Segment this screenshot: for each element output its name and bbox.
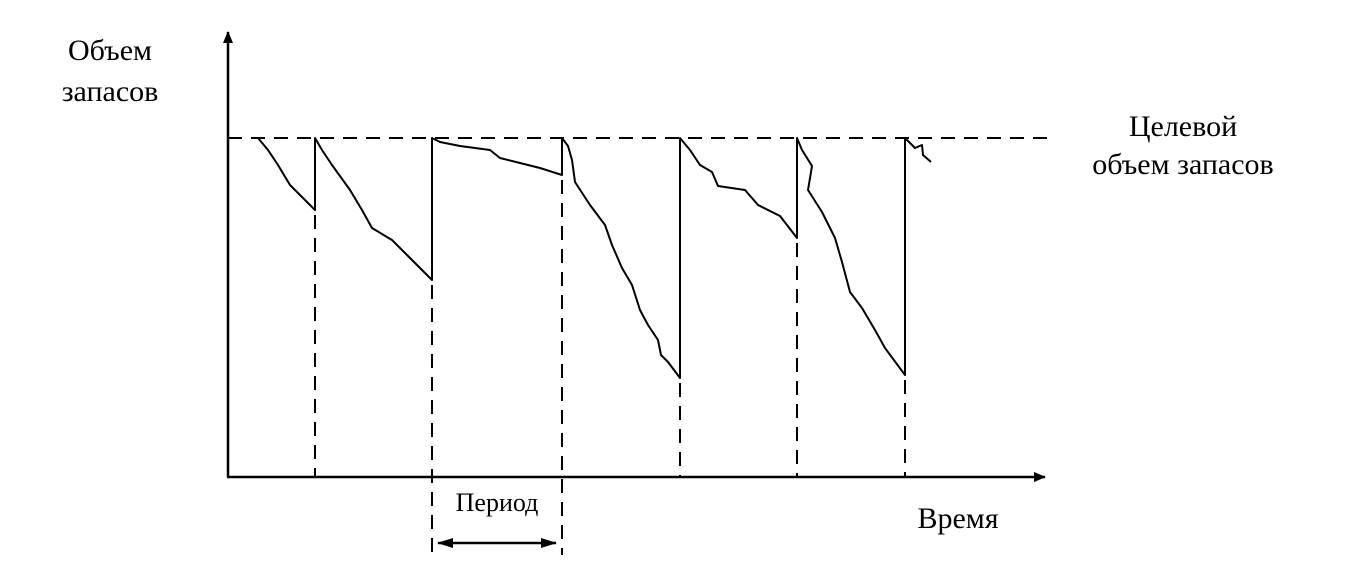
target-label: объем запасов — [1092, 148, 1273, 181]
period-label: Период — [456, 488, 539, 517]
axes — [223, 31, 1046, 482]
x-label: Время — [917, 502, 998, 535]
target-label: Целевой — [1129, 110, 1237, 143]
y-label: запасов — [62, 75, 159, 108]
inventory-curve — [257, 137, 932, 379]
y-label: Объем — [68, 34, 152, 67]
period-lines — [314, 180, 906, 555]
